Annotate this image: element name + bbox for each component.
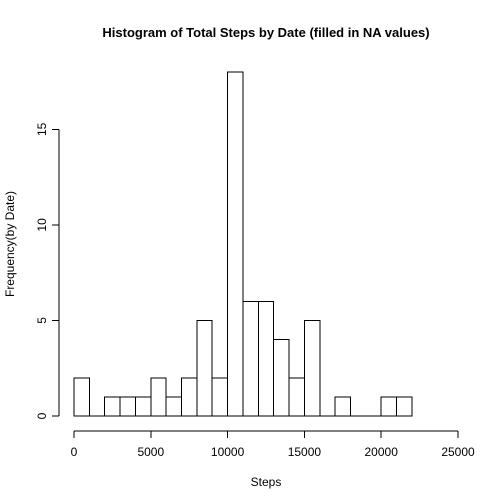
histogram-bar (134, 396, 152, 417)
chart-title: Histogram of Total Steps by Date (filled… (102, 25, 429, 40)
histogram-bar (273, 339, 290, 417)
histogram-bar (303, 319, 321, 417)
histogram-bar (165, 396, 183, 417)
y-tick-label: 10 (35, 218, 49, 232)
x-tick-label: 0 (71, 445, 78, 459)
y-tick-label: 0 (35, 412, 49, 419)
histogram-bar (288, 377, 305, 417)
x-axis: 0 5000 10000 15000 20000 25000 (71, 430, 475, 459)
histogram-bar (119, 396, 136, 417)
histogram-bar (181, 377, 198, 417)
histogram-bar (150, 377, 167, 417)
x-tick-label: 25000 (441, 445, 475, 459)
bars-group (73, 71, 413, 417)
histogram-bar (396, 396, 413, 417)
histogram-bar (334, 396, 351, 417)
histogram-bar (104, 396, 121, 417)
y-tick-label: 15 (35, 122, 49, 136)
histogram-bar (196, 319, 213, 417)
histogram-bar (257, 300, 275, 417)
x-tick-label: 20000 (365, 445, 399, 459)
histogram-bar (73, 377, 90, 417)
histogram-bar (227, 71, 244, 417)
histogram-bar (242, 300, 259, 417)
x-tick-label: 15000 (288, 445, 322, 459)
histogram-bar (211, 377, 229, 417)
x-axis-label: Steps (251, 475, 282, 489)
x-tick-label: 5000 (137, 445, 164, 459)
x-tick-label: 10000 (211, 445, 245, 459)
y-axis: 0 5 10 15 (35, 122, 60, 419)
y-tick-label: 5 (35, 317, 49, 324)
histogram-bar (380, 396, 398, 417)
y-axis-label: Frequency(by Date) (3, 191, 17, 297)
